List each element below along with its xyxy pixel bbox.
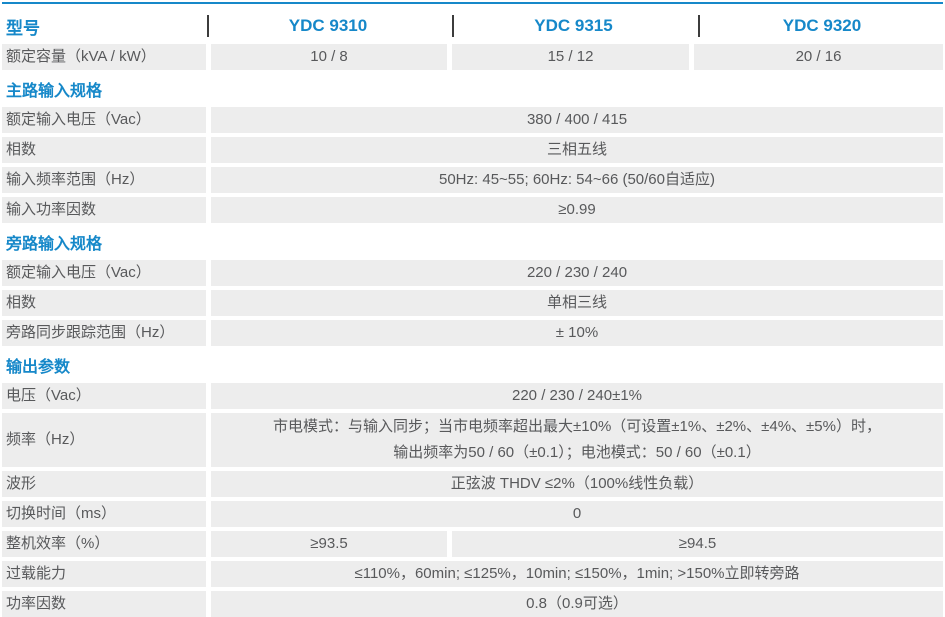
header-divider [698,15,700,37]
spec-row-transfer-time: 切换时间（ms） 0 [2,501,943,527]
spec-label: 额定输入电压（Vac） [2,107,206,133]
spec-value: ± 10% [211,320,943,346]
spec-label: 功率因数 [2,591,206,617]
spec-label: 输入功率因数 [2,197,206,223]
spec-label: 额定容量（kVA / kW） [2,44,206,70]
section-title-bypass-input: 旁路输入规格 [6,236,103,253]
spec-value: 380 / 400 / 415 [211,107,943,133]
spec-value-ydc9320: 20 / 16 [694,44,943,70]
spec-row-overload-capacity: 过载能力 ≤110%，60min; ≤125%，10min; ≤150%，1mi… [2,561,943,587]
spec-row-efficiency: 整机效率（%） ≥93.5 ≥94.5 [2,531,943,557]
spec-row-bypass-phase: 相数 单相三线 [2,290,943,316]
header-divider [452,15,454,37]
spec-label: 过载能力 [2,561,206,587]
spec-value-ydc9310: ≥93.5 [211,531,447,557]
spec-value: ≤110%，60min; ≤125%，10min; ≤150%，1min; >1… [211,561,943,587]
model-name-ydc9310: YDC 9310 [288,16,368,35]
spec-row-output-frequency: 频率（Hz） 市电模式：与输入同步；当市电频率超出最大±10%（可设置±1%、±… [2,413,943,467]
spec-label: 切换时间（ms） [2,501,206,527]
model-name-ydc9315: YDC 9315 [534,16,613,35]
top-divider [2,2,943,4]
spec-label: 整机效率（%） [2,531,206,557]
spec-value: 220 / 230 / 240±1% [211,383,943,409]
spec-label: 波形 [2,471,206,497]
spec-value: 三相五线 [211,137,943,163]
spec-label: 旁路同步跟踪范围（Hz） [2,320,206,346]
spec-value-ydc9315: 15 / 12 [452,44,689,70]
spec-label: 输入频率范围（Hz） [2,167,206,193]
spec-row-output-voltage: 电压（Vac） 220 / 230 / 240±1% [2,383,943,409]
spec-label: 相数 [2,137,206,163]
spec-row-input-power-factor: 输入功率因数 ≥0.99 [2,197,943,223]
spec-value-ydc9315-9320: ≥94.5 [452,531,943,557]
spec-value: ≥0.99 [211,197,943,223]
spec-row-power-factor: 功率因数 0.8（0.9可选） [2,591,943,617]
spec-value-ydc9310: 10 / 8 [211,44,447,70]
spec-row-phase: 相数 三相五线 [2,137,943,163]
model-name-ydc9320: YDC 9320 [782,16,862,35]
spec-row-rated-input-voltage: 额定输入电压（Vac） 380 / 400 / 415 [2,107,943,133]
spec-value-line-2: 输出频率为50 / 60（±0.1）；电池模式：50 / 60（±0.1） [393,444,761,461]
spec-label: 相数 [2,290,206,316]
spec-label: 频率（Hz） [2,413,206,467]
spec-value: 市电模式：与输入同步；当市电频率超出最大±10%（可设置±1%、±2%、±4%、… [211,413,943,467]
spec-row-bypass-rated-voltage: 额定输入电压（Vac） 220 / 230 / 240 [2,260,943,286]
section-title-output-params: 输出参数 [6,359,71,376]
model-header-label: 型号 [6,18,40,38]
section-title-main-input: 主路输入规格 [6,83,103,100]
spec-row-bypass-sync-range: 旁路同步跟踪范围（Hz） ± 10% [2,320,943,346]
spec-row-input-frequency-range: 输入频率范围（Hz） 50Hz: 45~55; 60Hz: 54~66 (50/… [2,167,943,193]
spec-value: 正弦波 THDV ≤2%（100%线性负载） [211,471,943,497]
spec-value: 0 [211,501,943,527]
model-header-row: 型号 YDC 9310 YDC 9315 YDC 9320 [2,12,943,40]
spec-value: 单相三线 [211,290,943,316]
spec-value: 220 / 230 / 240 [211,260,943,286]
spec-value: 0.8（0.9可选） [211,591,943,617]
spec-row-waveform: 波形 正弦波 THDV ≤2%（100%线性负载） [2,471,943,497]
spec-value: 50Hz: 45~55; 60Hz: 54~66 (50/60自适应) [211,167,943,193]
header-divider [207,15,209,37]
spec-row-rated-capacity: 额定容量（kVA / kW） 10 / 8 15 / 12 20 / 16 [2,44,943,70]
spec-value-line-1: 市电模式：与输入同步；当市电频率超出最大±10%（可设置±1%、±2%、±4%、… [273,418,881,435]
spec-label: 电压（Vac） [2,383,206,409]
spec-label: 额定输入电压（Vac） [2,260,206,286]
